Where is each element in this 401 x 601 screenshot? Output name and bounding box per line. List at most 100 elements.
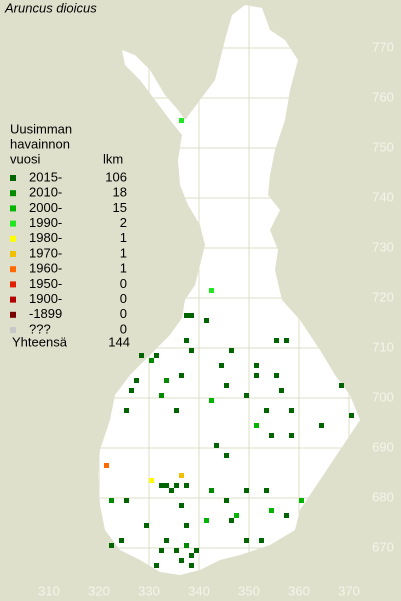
observation-square [179,118,184,123]
y-tick-label: 740 [372,189,394,204]
legend-count: 0 [120,321,127,336]
x-tick-label: 330 [138,583,160,598]
observation-square [269,508,274,513]
legend-swatch [10,190,16,197]
observation-square [289,433,294,438]
y-tick-label: 670 [372,539,394,554]
observation-square [124,408,129,413]
observation-square [264,488,269,493]
legend-swatch [10,251,16,257]
observation-square [159,483,164,488]
observation-square [229,518,234,523]
country-outline [98,5,360,575]
observation-square [149,358,154,363]
legend-swatch [10,281,16,288]
observation-square [129,388,134,393]
observation-square [184,483,189,488]
legend-label: 2000- [29,200,62,215]
axes: 310 320 330 340 350 360 370 670 680 690 700 710 720 7… [38,39,394,598]
observation-square [179,558,184,563]
x-tick-label: 340 [188,583,210,598]
x-tick-label: 320 [88,583,110,598]
observation-square [254,373,259,378]
observation-square [184,543,189,548]
observation-square [209,288,214,293]
observation-square [159,393,164,398]
y-tick-label: 680 [372,489,394,504]
legend-count: 2 [120,215,127,230]
observation-square [214,443,219,448]
observations [104,118,354,568]
observation-square [149,478,154,483]
observation-square [234,513,239,518]
legend-count: 0 [120,306,127,321]
y-tick-label: 690 [372,439,394,454]
observation-square [204,518,209,523]
observation-square [204,318,209,323]
legend-count: 106 [105,169,127,184]
observation-square [274,338,279,343]
observation-square [189,563,194,568]
observation-square [289,408,294,413]
y-tick-label: 700 [372,389,394,404]
observation-square [254,363,259,368]
legend-heading: Uusimman [10,121,72,136]
observation-square [174,548,179,553]
observation-square [244,393,249,398]
observation-square [264,408,269,413]
observation-square [189,348,194,353]
observation-square [244,538,249,543]
legend-count: 1 [120,230,127,245]
observation-square [104,463,109,468]
observation-square [109,498,114,503]
legend-swatch [10,175,16,181]
legend-label: 2015- [29,169,62,184]
observation-square [159,548,164,553]
observation-square [194,548,199,553]
observation-square [134,378,139,383]
y-tick-label: 760 [372,89,394,104]
legend-count: 0 [120,291,127,306]
observation-square [184,338,189,343]
total-count: 144 [108,334,130,349]
observation-square [284,338,289,343]
observation-square [279,388,284,393]
observation-square [164,538,169,543]
legend-swatch [10,220,16,227]
legend-swatch [10,327,16,333]
y-tick-label: 710 [372,339,394,354]
observation-square [189,313,194,318]
legend-heading: vuosi [10,151,40,166]
legend-count: 1 [120,261,127,276]
observation-square [269,433,274,438]
x-tick-label: 350 [238,583,260,598]
legend-count: 15 [113,200,127,215]
y-tick-label: 730 [372,239,394,254]
observation-square [164,378,169,383]
legend-swatch [10,205,16,212]
map-title: Aruncus dioicus [4,0,97,15]
legend-swatch [10,266,16,273]
observation-square [349,413,354,418]
observation-square [274,373,279,378]
legend-label: 1960- [29,261,62,276]
legend-label: 1900- [29,291,62,306]
observation-square [299,498,304,503]
x-tick-label: 370 [338,583,360,598]
observation-square [189,553,194,558]
total-label: Yhteensä [12,334,68,349]
observation-square [339,383,344,388]
y-tick-label: 720 [372,289,394,304]
observation-square [109,543,114,548]
observation-square [284,513,289,518]
legend-swatch [10,235,16,242]
observation-square [244,488,249,493]
observation-square [319,423,324,428]
observation-square [254,423,259,428]
legend-swatch [10,296,16,303]
observation-square [209,488,214,493]
observation-square [124,498,129,503]
legend-count: 0 [120,276,127,291]
